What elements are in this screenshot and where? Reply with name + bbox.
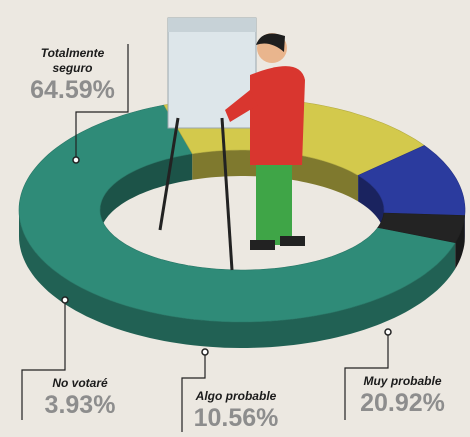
value-label: 64.59% [30,76,115,104]
slice-inner-wall [358,175,384,236]
leader-dot [384,328,392,336]
leader-line [21,300,66,420]
label-group: Algo probable 10.56% [186,389,286,432]
person-arm [225,90,258,122]
leader-dot [72,156,80,164]
leader-line [344,332,389,420]
label-group: Muy probable 20.92% [350,374,455,417]
leader-line [181,352,206,432]
leader-line [75,44,129,160]
category-label: Muy probable [363,374,442,388]
voting-booth [167,17,257,129]
label-group: No votaré 3.93% [30,376,130,419]
person-legs [256,160,292,245]
value-label: 10.56% [193,404,279,432]
person-hair [256,33,285,52]
leader-lines [21,44,389,432]
slice [377,212,466,244]
slice-outer-wall [19,210,456,348]
slice-outer-wall [455,215,465,269]
booth-leg [158,117,180,231]
booth-leg [220,117,234,271]
leader-dot [61,296,69,304]
leader-dots [61,156,392,356]
person-torso [250,66,305,165]
value-label: 20.92% [360,389,445,417]
label-group: Totalmente seguro 64.59% [25,46,120,104]
leader-dot [201,348,209,356]
category-label: Algo probable [195,389,277,403]
value-label: 3.93% [44,391,116,419]
booth-top [168,18,256,32]
person-foot [250,240,275,250]
slices [18,97,466,348]
category-label: No votaré [52,376,108,390]
voter-illustration [158,17,305,271]
category-label: Totalmente seguro [40,46,105,75]
person-foot [280,236,305,246]
